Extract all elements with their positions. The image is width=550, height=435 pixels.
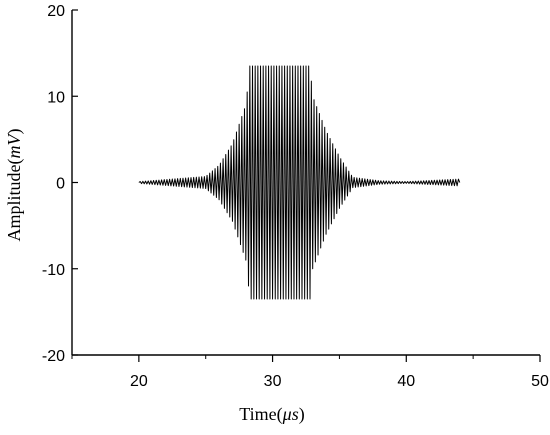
y-ticks: 20 10 0 -10 -20: [42, 3, 78, 365]
x-axis-title-suffix: ): [299, 404, 305, 425]
y-axis-title-prefix: Amplitude(: [4, 159, 25, 242]
x-tick-label: 30: [264, 373, 282, 390]
x-tick-label: 40: [397, 373, 415, 390]
y-tick-label: -10: [42, 262, 65, 279]
x-tick-label: 20: [130, 373, 148, 390]
signal-line: [138, 65, 461, 300]
x-axis-title: Time(μs): [239, 404, 304, 425]
x-axis-title-prefix: Time(: [239, 404, 282, 425]
y-axis-title-suffix: ): [4, 129, 25, 135]
y-axis-title-unit: mV: [4, 133, 24, 159]
plot-area: [138, 65, 461, 300]
x-axis-title-unit: μs: [282, 404, 299, 424]
x-tick-label: 50: [531, 373, 549, 390]
y-axis-title: Amplitude(mV): [4, 129, 25, 242]
y-tick-label: 10: [47, 89, 65, 106]
y-tick-label: -20: [42, 348, 65, 365]
x-ticks: 20 30 40 50: [71, 355, 549, 390]
y-tick-label: 0: [56, 176, 65, 193]
y-tick-label: 20: [47, 3, 65, 20]
